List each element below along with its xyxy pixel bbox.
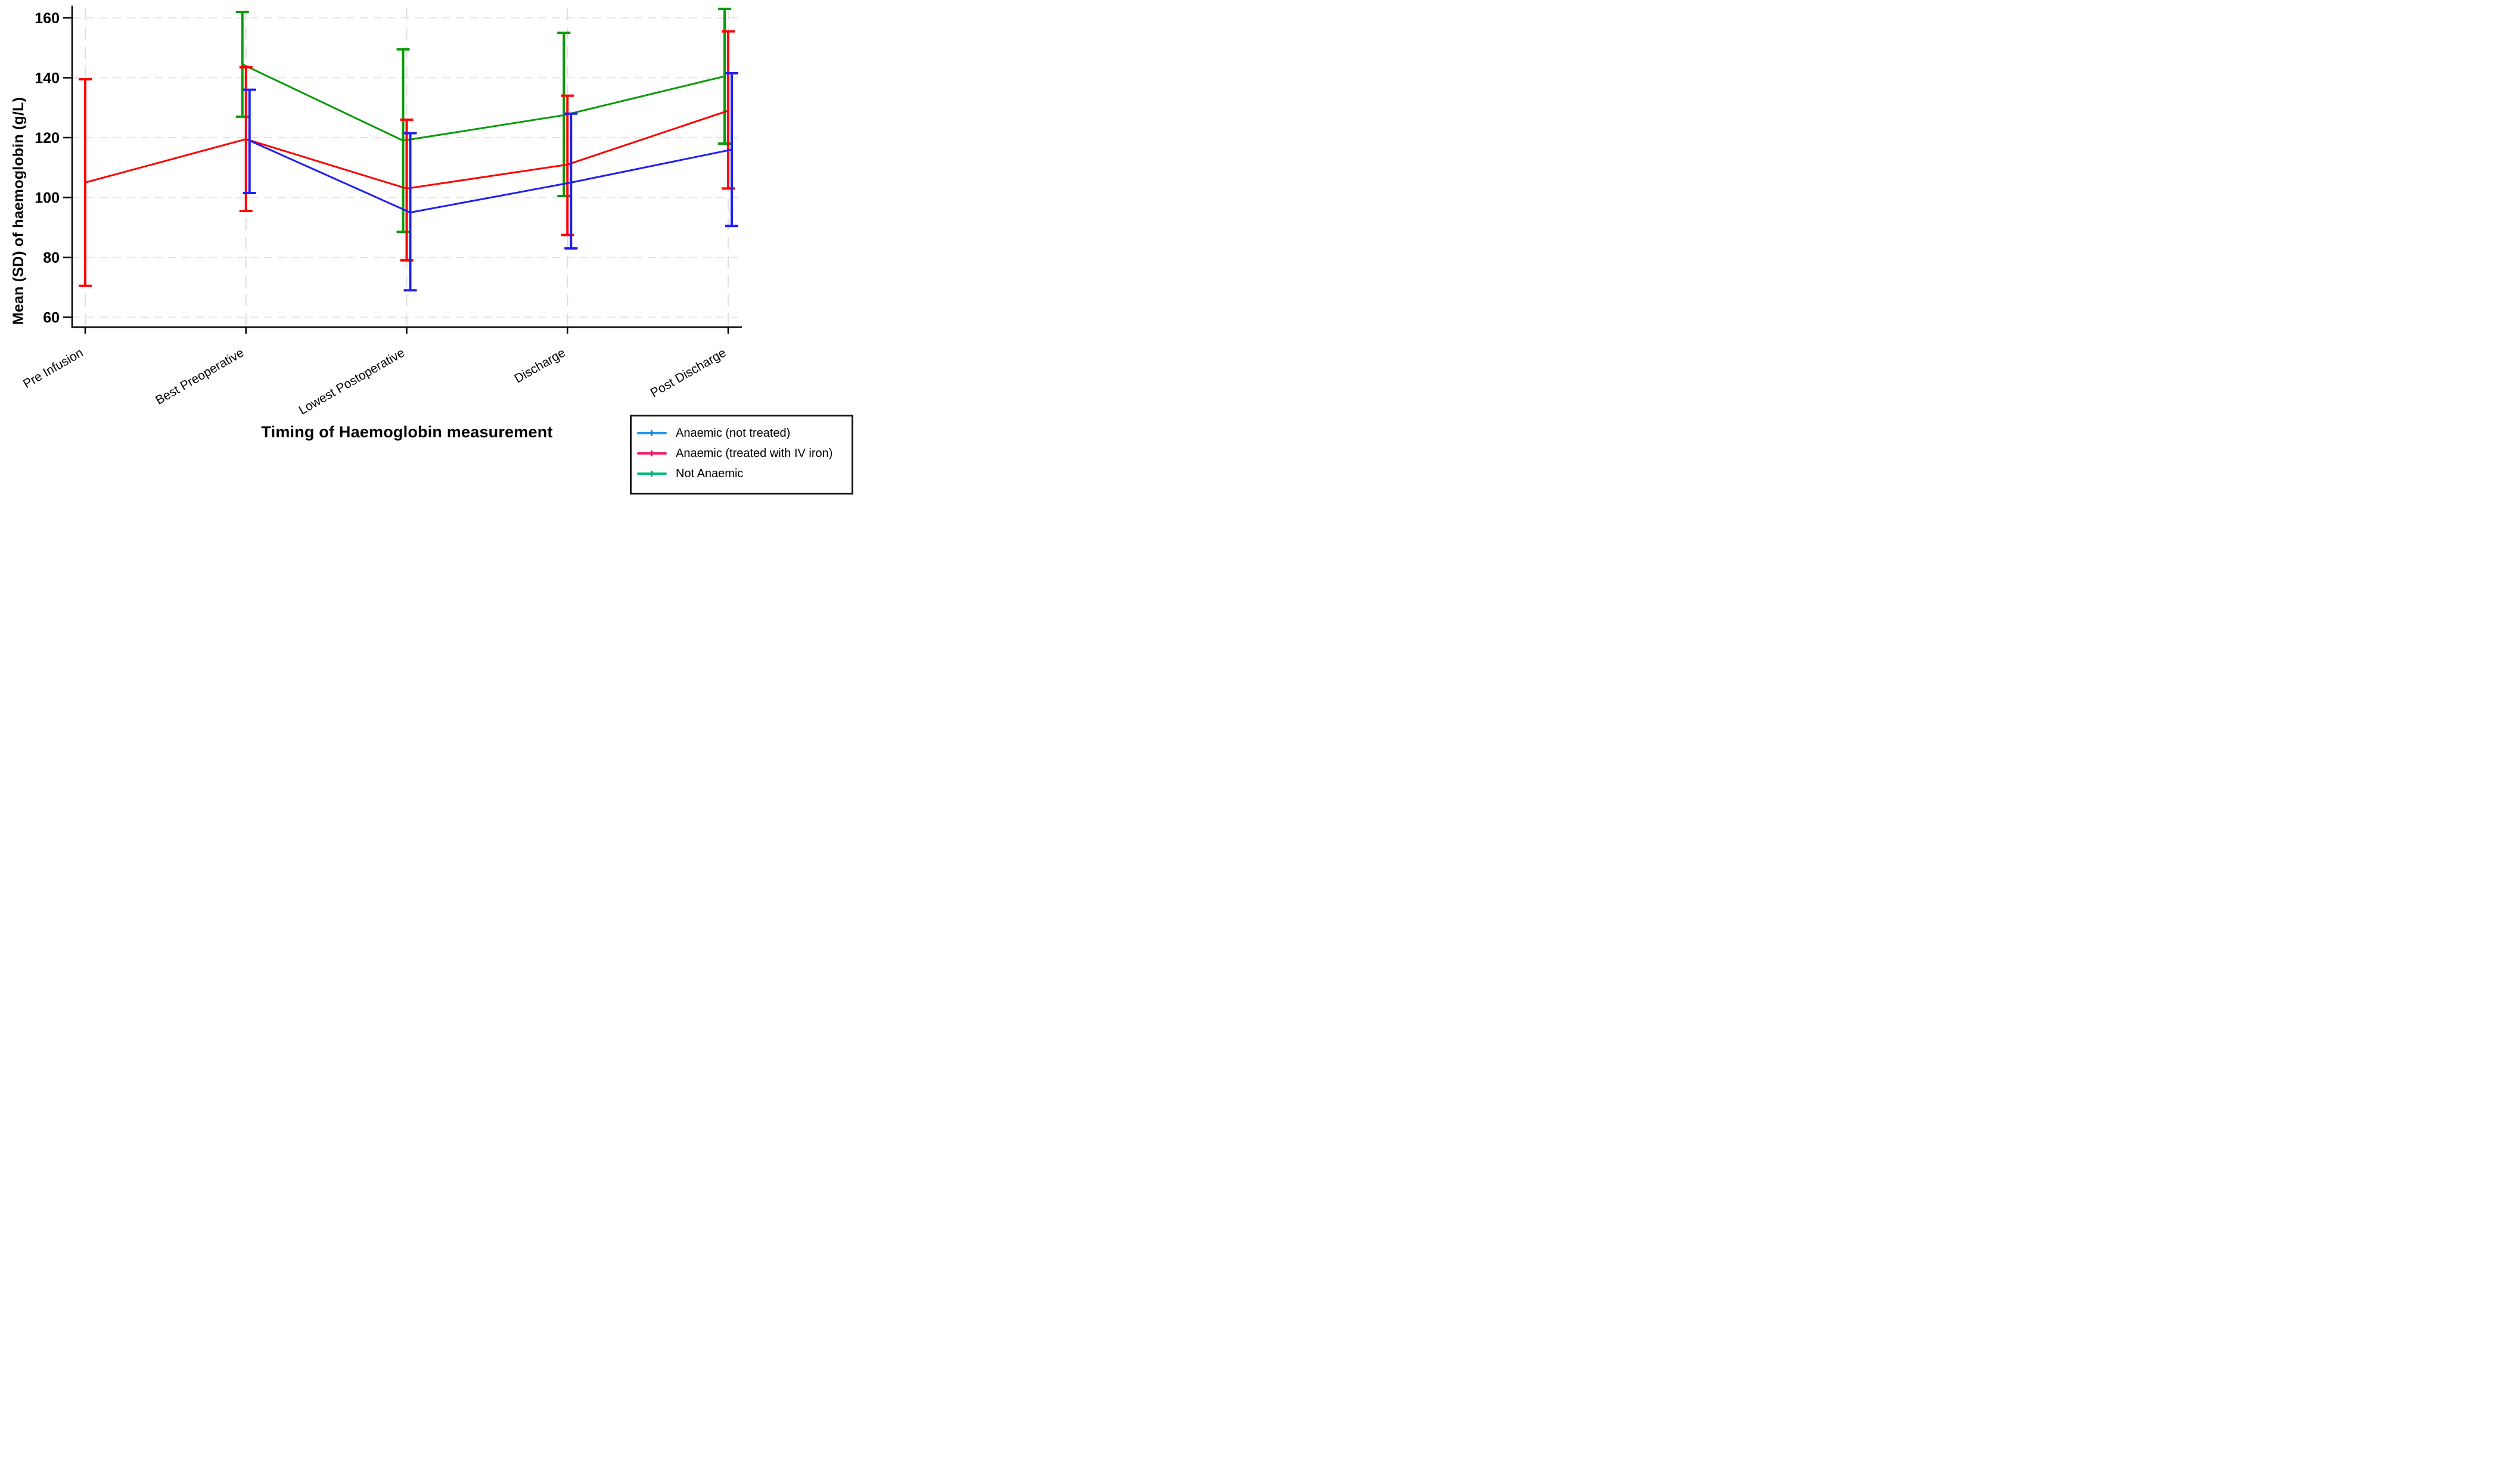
y-tick-label: 120 (35, 130, 60, 147)
legend-box: Anaemic (not treated) Anaemic (treated w… (630, 415, 853, 495)
figure-canvas: 60 80 100 120 140 160 Pre Infusion Best Preoper… (0, 0, 858, 503)
x-category-label: Discharge (512, 346, 567, 385)
legend-marker-icon (651, 471, 652, 477)
x-category-label: Lowest Postoperative (297, 346, 407, 417)
y-tick-label: 140 (35, 70, 60, 87)
legend-marker-icon (651, 430, 652, 436)
legend-marker-icon (651, 450, 652, 456)
y-tick-label: 160 (35, 10, 60, 27)
x-category-label: Post Discharge (648, 346, 729, 400)
legend-label: Anaemic (treated with IV iron) (676, 446, 833, 460)
x-category-label: Best Preoperative (153, 346, 246, 407)
series-line-2 (242, 63, 725, 142)
y-axis-title: Mean (SD) of haemoglobin (g/L) (10, 97, 27, 325)
y-tick-label: 60 (43, 310, 60, 327)
series-line-0 (249, 139, 732, 214)
legend-row-anaemic-not-treated: Anaemic (not treated) (637, 423, 852, 443)
series-line-1 (85, 110, 729, 189)
x-axis-title: Timing of Haemoglobin measurement (261, 423, 553, 441)
y-tick-label: 80 (43, 250, 60, 266)
legend-swatch-red-line-icon (637, 443, 667, 464)
legend-row-not-anaemic: Not Anaemic (637, 464, 852, 484)
legend-label: Anaemic (not treated) (676, 426, 791, 440)
legend-label: Not Anaemic (676, 467, 744, 480)
legend-swatch-green-line-icon (637, 464, 667, 484)
legend-row-anaemic-treated: Anaemic (treated with IV iron) (637, 443, 852, 464)
legend-swatch-blue-line-icon (637, 423, 667, 443)
y-tick-label: 100 (35, 190, 60, 207)
